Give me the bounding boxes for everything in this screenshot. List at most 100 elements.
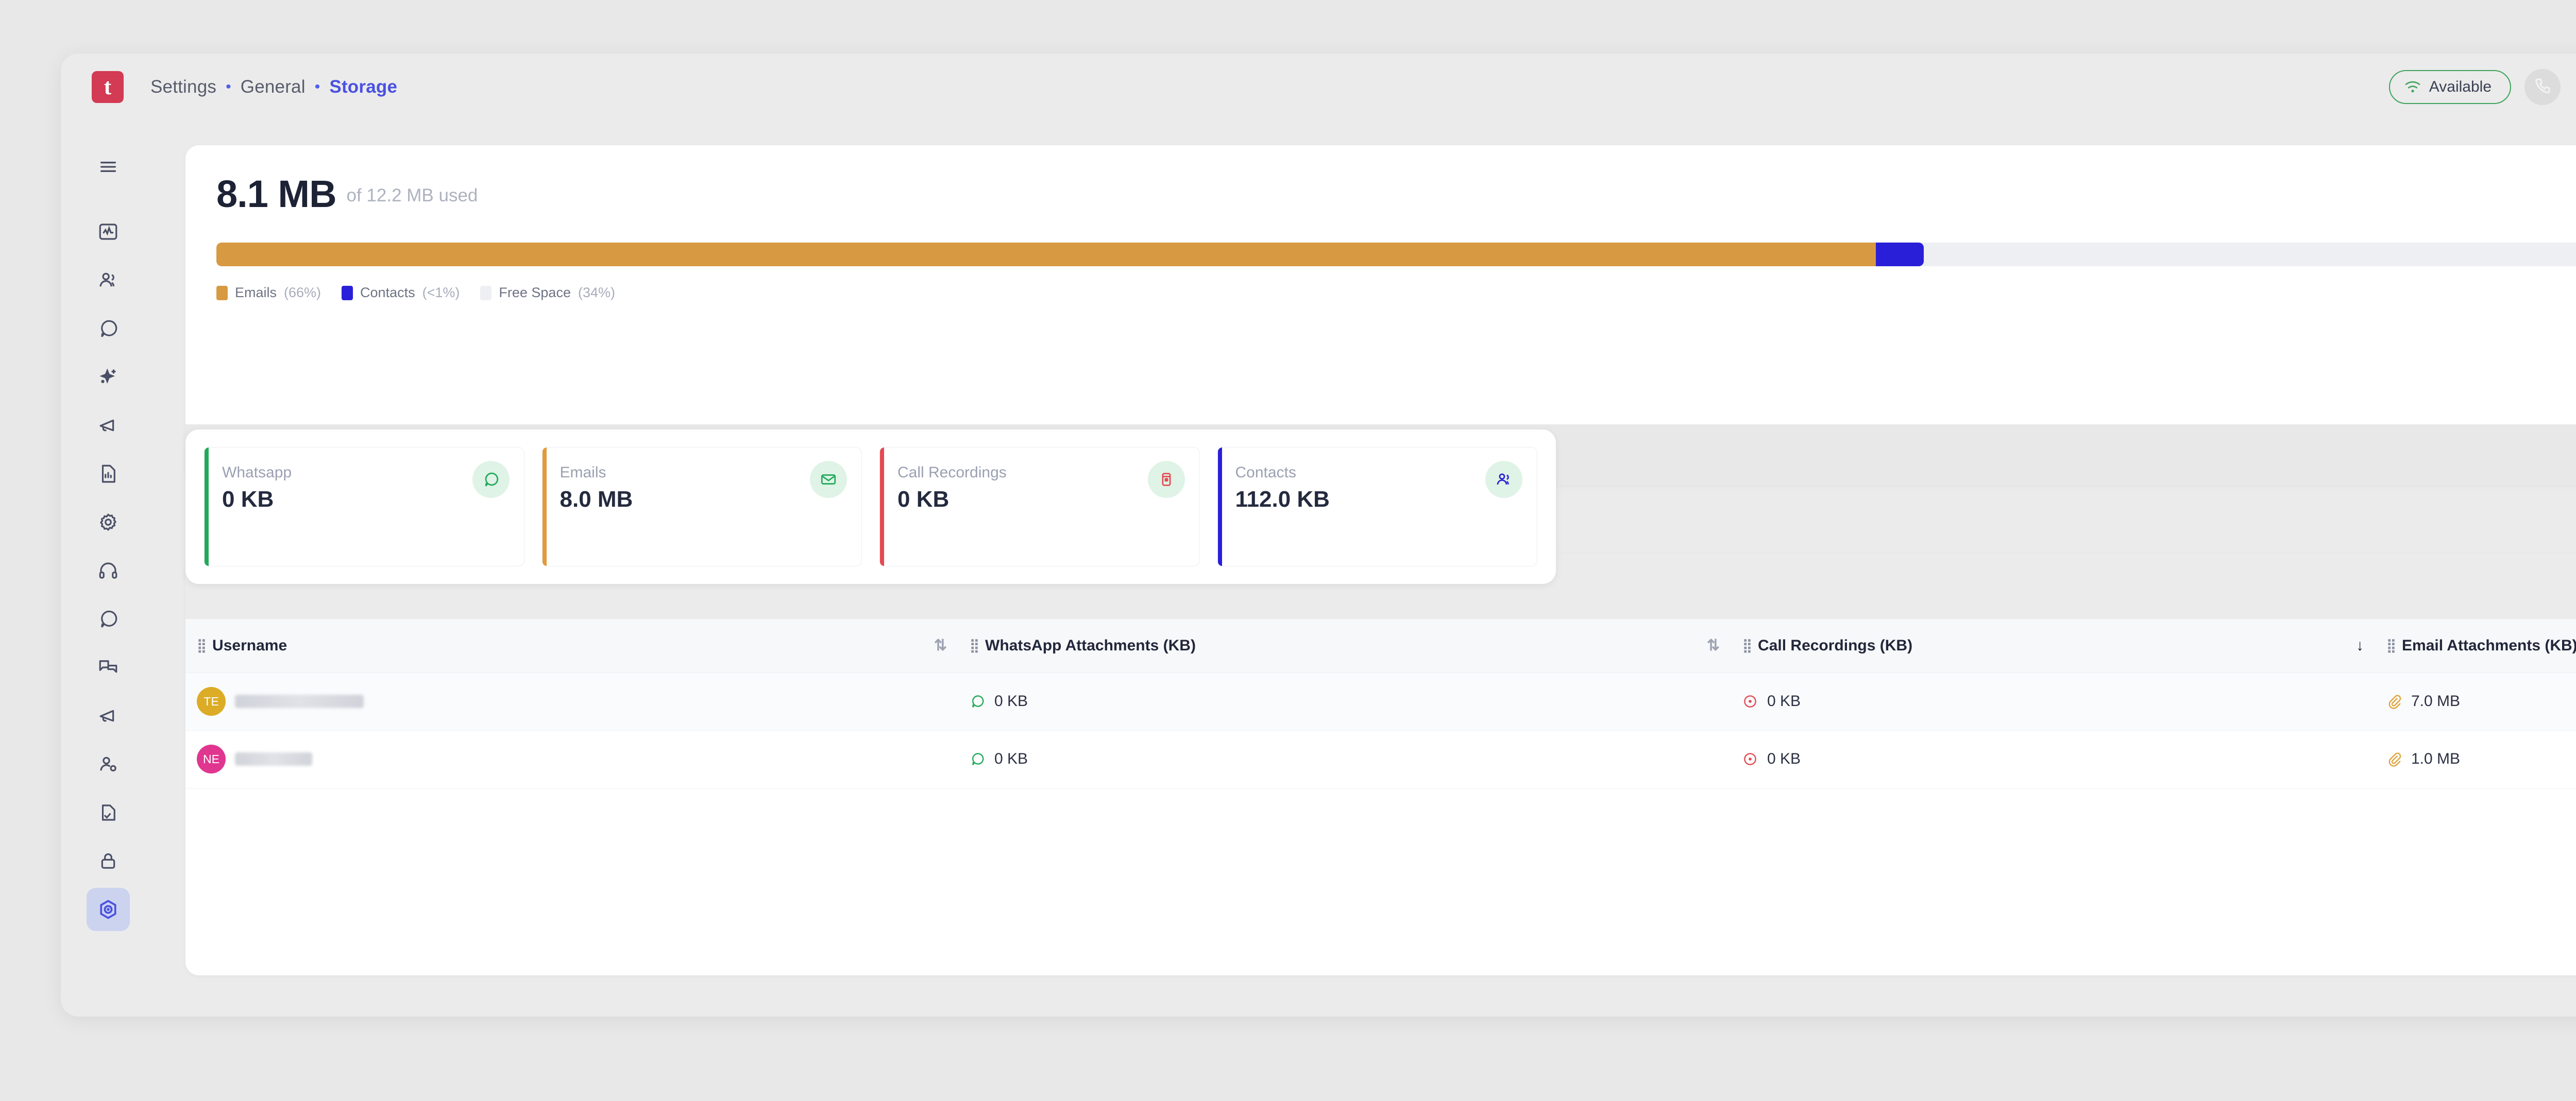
user-storage-table: ⣿ Username ⇅ ⣿ WhatsApp Attachments (KB)… xyxy=(185,619,2576,788)
sidebar-item-campaigns[interactable] xyxy=(87,404,130,447)
legend-swatch-emails xyxy=(216,285,228,300)
storage-card-value: 0 KB xyxy=(897,487,950,512)
recorder-icon xyxy=(1147,461,1185,498)
usage-total-value: 8.1 MB xyxy=(216,173,337,215)
sidebar-item-messages[interactable] xyxy=(87,597,130,641)
storage-card-value: 0 KB xyxy=(222,487,274,512)
top-bar: t Settings • General • Storage Available xyxy=(61,54,2576,121)
sidebar-item-user-settings[interactable] xyxy=(87,743,130,786)
sidebar-item-settings[interactable] xyxy=(87,501,130,544)
sidebar-item-broadcast[interactable] xyxy=(87,694,130,737)
drag-handle-icon[interactable]: ⣿ xyxy=(2386,638,2396,653)
cell-call-recordings: 0 KB xyxy=(1731,673,2375,731)
chat-bubble-icon xyxy=(970,751,985,767)
cell-whatsapp-attachments: 0 KB xyxy=(958,673,1731,731)
usage-bar-segment-contacts xyxy=(1875,243,1924,266)
sidebar-item-documents[interactable] xyxy=(87,791,130,834)
sidebar xyxy=(61,121,156,1017)
chat-bubble-icon xyxy=(472,461,510,498)
cell-value: 0 KB xyxy=(1767,693,1801,710)
avatar-initials: TE xyxy=(204,694,219,708)
cell-value: 1.0 MB xyxy=(2411,750,2461,767)
storage-card-call-recordings[interactable]: Call Recordings 0 KB xyxy=(879,447,1200,566)
sidebar-item-menu-toggle[interactable] xyxy=(87,145,130,188)
sort-indicator-icon[interactable]: ⇅ xyxy=(934,637,947,655)
legend-item-emails: Emails (66%) xyxy=(216,285,321,301)
user-storage-table-panel: Export ⣿ Username ⇅ xyxy=(185,553,2576,975)
sidebar-item-support[interactable] xyxy=(87,549,130,592)
breadcrumb-item-general[interactable]: General xyxy=(240,77,306,97)
chat-bubble-icon xyxy=(970,694,985,709)
storage-card-label: Call Recordings xyxy=(897,464,1007,481)
legend-label-emails: Emails xyxy=(235,285,277,300)
cell-whatsapp-attachments: 0 KB xyxy=(958,730,1731,788)
sidebar-item-storage[interactable] xyxy=(87,888,130,931)
legend-label-free-space: Free Space xyxy=(499,285,571,300)
usage-bar-segment-emails xyxy=(216,243,1876,266)
legend-item-contacts: Contacts (<1%) xyxy=(342,285,460,301)
storage-usage-bar xyxy=(216,243,2576,266)
column-header-label: Username xyxy=(212,636,287,654)
app-logo[interactable]: t xyxy=(92,71,124,103)
storage-card-value: 112.0 KB xyxy=(1235,487,1330,512)
paperclip-icon xyxy=(2386,694,2402,709)
cell-username: TE xyxy=(185,673,958,731)
table-header-row: ⣿ Username ⇅ ⣿ WhatsApp Attachments (KB)… xyxy=(185,619,2576,673)
column-header-call-recordings[interactable]: ⣿ Call Recordings (KB) ↓ xyxy=(1731,619,2375,673)
column-header-whatsapp-attachments[interactable]: ⣿ WhatsApp Attachments (KB) ⇅ xyxy=(958,619,1731,673)
logo-letter: t xyxy=(104,74,112,99)
avatar: TE xyxy=(197,687,226,716)
sidebar-item-contacts[interactable] xyxy=(87,259,130,302)
column-header-email-attachments[interactable]: ⣿ Email Attachments (KB) ⇅ xyxy=(2375,619,2576,673)
recorder-icon xyxy=(1742,694,1758,709)
legend-swatch-free-space xyxy=(480,285,492,300)
availability-status-label: Available xyxy=(2429,78,2492,95)
table-row[interactable]: TE 0 KB xyxy=(185,673,2576,731)
cell-value: 0 KB xyxy=(994,693,1028,710)
sidebar-item-conversations[interactable] xyxy=(87,646,130,689)
phone-icon[interactable] xyxy=(2524,69,2561,105)
sort-indicator-desc-icon[interactable]: ↓ xyxy=(2356,636,2364,654)
cell-value: 0 KB xyxy=(994,750,1028,767)
cell-value: 0 KB xyxy=(1767,750,1801,767)
username-redacted xyxy=(235,752,312,766)
storage-breakdown-cards: Whatsapp 0 KB Emails 8.0 MB Call Recordi… xyxy=(185,429,1556,584)
breadcrumb-separator: • xyxy=(226,78,231,95)
storage-card-label: Emails xyxy=(560,464,606,481)
storage-card-emails[interactable]: Emails 8.0 MB xyxy=(541,447,862,566)
column-header-label: Call Recordings (KB) xyxy=(1758,636,1913,654)
drag-handle-icon[interactable]: ⣿ xyxy=(1742,638,1752,653)
sidebar-item-dashboard[interactable] xyxy=(87,210,130,253)
storage-card-contacts[interactable]: Contacts 112.0 KB xyxy=(1217,447,1537,566)
paperclip-icon xyxy=(2386,751,2402,767)
table-header: ⣿ Username ⇅ ⣿ WhatsApp Attachments (KB)… xyxy=(185,619,2576,673)
column-header-username[interactable]: ⣿ Username ⇅ xyxy=(185,619,958,673)
table-row[interactable]: NE 0 KB xyxy=(185,730,2576,788)
sidebar-item-reports[interactable] xyxy=(87,452,130,495)
sidebar-item-security[interactable] xyxy=(87,839,130,883)
availability-status-pill[interactable]: Available xyxy=(2388,70,2511,104)
legend-pct-emails: (66%) xyxy=(284,285,321,300)
legend-label-contacts: Contacts xyxy=(360,285,415,300)
breadcrumb-item-storage[interactable]: Storage xyxy=(329,77,398,97)
drag-handle-icon[interactable]: ⣿ xyxy=(197,638,207,653)
sidebar-item-ai-assistant[interactable] xyxy=(87,355,130,399)
signal-bars-icon[interactable] xyxy=(2574,69,2576,105)
storage-card-whatsapp[interactable]: Whatsapp 0 KB xyxy=(204,447,524,566)
cell-email-attachments: 7.0 MB xyxy=(2375,673,2576,731)
storage-card-value: 8.0 MB xyxy=(560,487,633,512)
usage-legend: Emails (66%) Contacts (<1%) Free Space (… xyxy=(216,285,2576,301)
breadcrumb-item-settings[interactable]: Settings xyxy=(150,77,217,97)
sort-indicator-icon[interactable]: ⇅ xyxy=(1706,637,1720,655)
sidebar-item-chat[interactable] xyxy=(87,307,130,350)
legend-pct-free-space: (34%) xyxy=(578,285,615,300)
storage-card-label: Whatsapp xyxy=(222,464,292,481)
drag-handle-icon[interactable]: ⣿ xyxy=(970,638,979,653)
wifi-icon xyxy=(2404,80,2421,94)
usage-total-label: of 12.2 MB used xyxy=(346,185,478,205)
breadcrumb-separator: • xyxy=(314,78,320,95)
legend-item-free-space: Free Space (34%) xyxy=(480,285,615,301)
app-window: t Settings • General • Storage Available xyxy=(61,54,2576,1017)
cell-email-attachments: 1.0 MB xyxy=(2375,730,2576,788)
envelope-icon xyxy=(810,461,847,498)
